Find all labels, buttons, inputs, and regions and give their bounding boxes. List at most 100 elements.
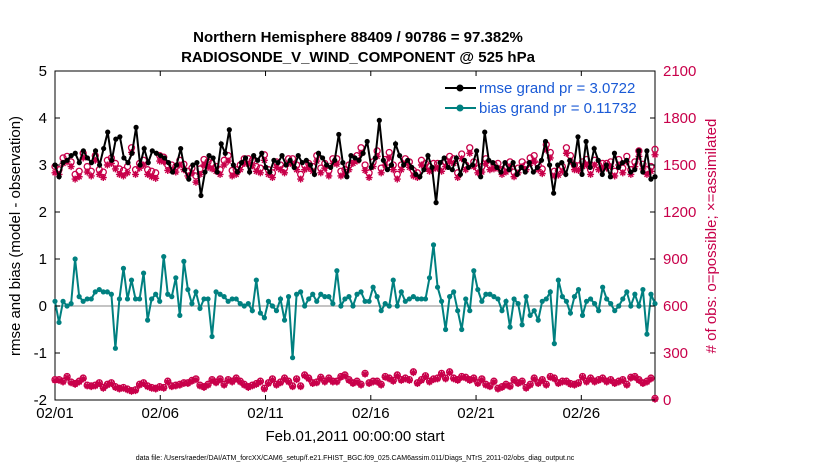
bias-point xyxy=(342,296,348,302)
obs-assimilated-low-marker xyxy=(373,378,381,386)
rmse-point xyxy=(291,164,297,170)
bias-point xyxy=(153,291,159,297)
bias-point xyxy=(193,289,199,295)
obs-assimilated-marker xyxy=(510,173,518,181)
bias-point xyxy=(257,310,263,316)
obs-assimilated-low-marker xyxy=(132,387,140,395)
obs-assimilated-marker xyxy=(156,157,164,165)
obs-assimilated-low-marker xyxy=(309,380,317,388)
bias-point xyxy=(579,312,586,318)
obs-assimilated-low-marker xyxy=(107,380,115,388)
bias-point xyxy=(92,289,98,295)
obs-assimilated-marker xyxy=(570,166,578,174)
obs-assimilated-marker xyxy=(132,170,140,178)
obs-assimilated-marker xyxy=(502,168,510,176)
rmse-point xyxy=(76,160,82,166)
obs-assimilated-low-marker xyxy=(87,383,95,391)
bias-point xyxy=(233,296,239,302)
obs-assimilated-low-marker xyxy=(240,381,248,389)
obs-assimilated-marker xyxy=(607,163,615,171)
y-right-tick-label: 0 xyxy=(663,392,671,409)
rmse-point xyxy=(238,160,245,166)
chart-title-line1: Northern Hemisphere 88409 / 90786 = 97.3… xyxy=(193,29,523,46)
rmse-point xyxy=(283,162,289,168)
obs-assimilated-marker xyxy=(200,161,208,169)
bias-point xyxy=(173,275,179,281)
bias-point xyxy=(591,301,598,307)
obs-assimilated-low-marker xyxy=(502,381,510,389)
obs-assimilated-low-marker xyxy=(140,380,148,388)
bias-point xyxy=(418,296,425,302)
rmse-point xyxy=(332,157,338,163)
bias-point xyxy=(652,301,658,307)
bias-point xyxy=(531,308,537,314)
bias-point xyxy=(475,286,481,293)
rmse-point xyxy=(360,150,366,156)
obs-assimilated-low-marker xyxy=(393,372,401,380)
obs-assimilated-marker xyxy=(446,158,454,166)
obs-assimilated-marker xyxy=(349,159,357,167)
bias-point xyxy=(422,296,429,302)
obs-assimilated-low-marker xyxy=(494,385,502,393)
obs-assimilated-marker xyxy=(252,167,260,175)
obs-assimilated-low-marker xyxy=(554,380,562,388)
obs-assimilated-marker xyxy=(587,170,595,178)
rmse-point xyxy=(137,162,143,168)
rmse-point xyxy=(68,153,74,159)
bias-point xyxy=(386,303,392,309)
rmse-point xyxy=(510,160,516,166)
obs-assimilated-marker xyxy=(240,159,248,167)
obs-assimilated-marker xyxy=(67,163,75,171)
rmse-point xyxy=(563,171,569,177)
bias-point xyxy=(68,301,74,307)
rmse-point xyxy=(595,157,601,163)
obs-assimilated-low-marker xyxy=(111,383,119,391)
rmse-point xyxy=(190,162,196,168)
bias-point xyxy=(354,291,360,297)
bias-point xyxy=(221,294,227,300)
rmse-point xyxy=(271,157,277,163)
rmse-point xyxy=(396,153,403,159)
rmse-point xyxy=(542,138,549,145)
rmse-point xyxy=(498,169,504,175)
bias-point xyxy=(491,294,497,300)
rmse-point xyxy=(210,155,216,161)
chart-title-line2: RADIOSONDE_V_WIND_COMPONENT @ 525 hPa xyxy=(181,49,536,66)
bias-point xyxy=(378,308,384,314)
obs-assimilated-low-marker xyxy=(220,381,228,389)
obs-assimilated-marker xyxy=(83,168,91,176)
rmse-point xyxy=(551,190,557,196)
obs-assimilated-low-marker xyxy=(152,385,160,393)
rmse-point xyxy=(101,145,107,152)
obs-assimilated-marker xyxy=(417,161,425,169)
bias-point xyxy=(346,294,352,300)
rmse-point xyxy=(591,145,597,152)
bias-point xyxy=(471,268,477,274)
bias-point xyxy=(543,296,549,302)
bias-point xyxy=(547,289,553,295)
obs-assimilated-low-marker xyxy=(228,378,236,386)
rmse-point xyxy=(356,157,362,163)
obs-assimilated-low-marker xyxy=(611,380,619,388)
bias-point xyxy=(76,294,82,300)
rmse-point xyxy=(64,157,70,163)
rmse-point xyxy=(433,200,439,206)
obs-assimilated-marker xyxy=(389,166,397,174)
rmse-point xyxy=(364,138,370,145)
obs-assimilated-low-marker xyxy=(442,375,450,383)
obs-assimilated-low-marker xyxy=(498,383,506,391)
rmse-point xyxy=(619,160,626,166)
rmse-point xyxy=(611,150,618,156)
rmse-point xyxy=(311,171,318,177)
rmse-point xyxy=(255,157,261,163)
obs-assimilated-low-marker xyxy=(264,380,272,388)
obs-assimilated-low-marker xyxy=(119,384,127,392)
obs-assimilated-low-marker xyxy=(454,376,462,384)
bias-point xyxy=(253,277,259,283)
obs-assimilated-marker xyxy=(152,174,160,182)
bias-point xyxy=(575,286,582,293)
rmse-point xyxy=(453,155,459,161)
rmse-point xyxy=(315,150,322,156)
obs-assimilated-low-marker xyxy=(518,378,526,386)
obs-assimilated-marker xyxy=(99,174,107,182)
